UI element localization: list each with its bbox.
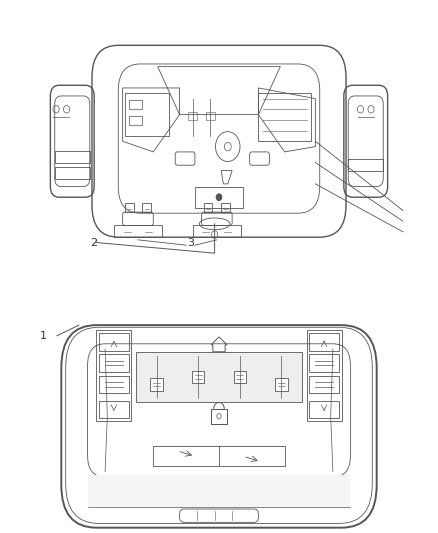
Bar: [234, 371, 246, 384]
Bar: [309, 333, 339, 351]
Bar: [258, 93, 311, 141]
Bar: [150, 378, 162, 391]
Bar: [125, 203, 134, 212]
Bar: [211, 409, 227, 424]
Bar: [192, 371, 204, 384]
Bar: [206, 112, 215, 120]
Bar: [309, 354, 339, 372]
Bar: [204, 203, 212, 212]
Bar: [125, 93, 169, 136]
Bar: [275, 378, 287, 391]
Bar: [221, 203, 230, 212]
Bar: [129, 100, 142, 109]
Bar: [88, 475, 350, 507]
Bar: [348, 159, 383, 171]
Bar: [309, 376, 339, 393]
Bar: [307, 330, 342, 421]
Bar: [99, 354, 129, 372]
Bar: [153, 446, 285, 466]
Bar: [142, 203, 151, 212]
Bar: [55, 151, 90, 163]
Text: 3: 3: [187, 238, 194, 247]
Bar: [136, 352, 302, 402]
Text: 1: 1: [40, 331, 47, 341]
Text: 2: 2: [91, 238, 98, 247]
Bar: [309, 401, 339, 418]
Bar: [96, 330, 131, 421]
Bar: [55, 167, 90, 179]
Bar: [195, 187, 243, 208]
Circle shape: [216, 194, 222, 200]
Bar: [129, 116, 142, 125]
Bar: [193, 225, 241, 237]
Bar: [188, 112, 197, 120]
Bar: [99, 376, 129, 393]
Bar: [99, 401, 129, 418]
Bar: [99, 333, 129, 351]
Bar: [114, 225, 162, 237]
